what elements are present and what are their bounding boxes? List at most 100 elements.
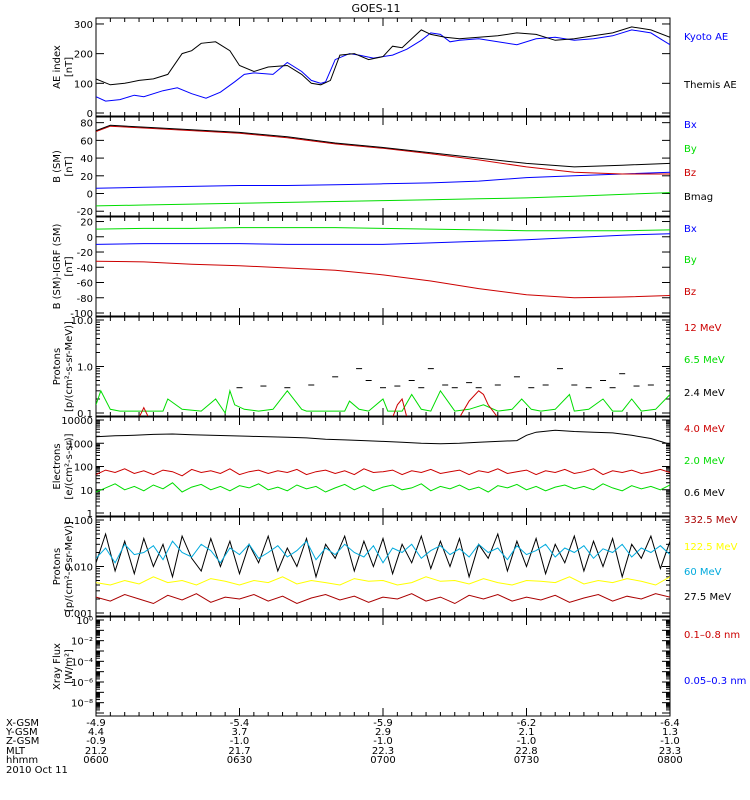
- y-tick-label: -100: [70, 309, 93, 320]
- series-line-4-0-mev: [96, 468, 670, 477]
- ephemeris-value: 4.4: [88, 727, 104, 738]
- y-tick-label: 40: [80, 154, 93, 165]
- y-tick-label: 100: [74, 79, 93, 90]
- y-tick-label: 60: [80, 136, 93, 147]
- ephemeris-value: -6.2: [517, 718, 537, 729]
- panel-frame-hprotons: [95, 516, 671, 617]
- series-line-bx: [96, 171, 670, 189]
- y-tick-label: 10⁻⁴: [71, 657, 93, 668]
- series-line-bx: [96, 233, 670, 245]
- y-tick-label: 0.001: [64, 609, 93, 620]
- ephemeris-value: 22.3: [372, 746, 394, 757]
- y-tick-label: 10: [80, 486, 93, 497]
- ephemeris-row-label: Y-GSM: [5, 727, 38, 738]
- y-tick-label: -80: [77, 294, 93, 305]
- y-tick-label: -20: [77, 248, 93, 259]
- series-line-by: [96, 192, 670, 207]
- panel-frame-protons: [95, 316, 671, 417]
- panel-electrons: 1 10 100 1000 10000 Electrons [e/(cm²-s-sr)]: [52, 416, 671, 520]
- legend-label: 0.6 MeV: [684, 488, 725, 499]
- legend-label: 0.1–0.8 nm: [684, 630, 740, 641]
- ephemeris-value: -0.9: [86, 736, 106, 747]
- panel-b: -20 0 20 40 60 80 B (SM) [nT]: [52, 116, 671, 218]
- series-line-themis-ae: [96, 26, 670, 86]
- panel-frame-ae: [95, 17, 671, 117]
- y-axis-label: [nT]: [64, 156, 75, 176]
- panel-ae: 0 100 200 300 AE index [nT]: [52, 17, 671, 120]
- y-axis-label: B (SM): [52, 150, 63, 183]
- y-tick-label: 10000: [61, 416, 93, 427]
- legend-label: 4.0 MeV: [684, 424, 725, 435]
- y-tick-label: 10.0: [71, 316, 93, 327]
- y-tick-label: 0.1: [77, 409, 93, 420]
- y-tick-label: 0.100: [64, 516, 93, 527]
- series-line-122-5-mev: [96, 576, 670, 586]
- y-tick-label: 80: [80, 119, 93, 130]
- ephemeris-value: -5.9: [373, 718, 393, 729]
- legend-label: Bx: [684, 224, 697, 235]
- series-line-27-5-mev: [96, 532, 670, 579]
- series-line-0-6-mev: [96, 429, 670, 445]
- y-axis-label: AE index: [52, 45, 63, 89]
- ephemeris-value: 0730: [514, 755, 539, 766]
- ephemeris-value: -1.0: [373, 736, 393, 747]
- legend-label: Bz: [684, 168, 696, 179]
- y-tick-label: 20: [80, 218, 93, 229]
- y-tick-label: 0: [87, 190, 93, 201]
- y-axis-label: Electrons: [52, 443, 63, 489]
- panel-bigrf: -100 -80 -60 -40 -20 0 20 B (SM)-IGRF (SM) [nT]: [52, 216, 671, 320]
- ephemeris-value: -5.4: [230, 718, 250, 729]
- legend-label: Bmag: [684, 192, 713, 203]
- y-axis-label: [p/(cm²-s-sr-MeV)]: [64, 321, 75, 412]
- ephemeris-value: 0800: [657, 755, 682, 766]
- legend-label: Kyoto AE: [684, 32, 728, 43]
- ephemeris-value: -1.0: [660, 736, 680, 747]
- ephemeris-value: 2.9: [375, 727, 391, 738]
- series-line-6-5-mev: [96, 388, 670, 415]
- y-tick-label: 0: [87, 109, 93, 120]
- y-axis-label: Protons: [52, 348, 63, 385]
- ephemeris-value: 23.3: [659, 746, 681, 757]
- series-group-electrons: [96, 429, 670, 493]
- y-tick-label: 10⁻⁶: [71, 678, 93, 689]
- ephemeris-value: -1.0: [517, 736, 537, 747]
- ephemeris-value: 21.7: [228, 746, 250, 757]
- ephemeris-value: 0600: [83, 755, 108, 766]
- y-tick-label: 1: [87, 509, 93, 520]
- series-line-bmag: [96, 124, 670, 168]
- series-group-bigrf: [96, 227, 670, 299]
- series-line-bz: [96, 260, 670, 299]
- y-tick-label: 1.0: [77, 363, 93, 374]
- y-tick-label: 10⁰: [76, 616, 93, 627]
- y-tick-label: 300: [74, 20, 93, 31]
- series-line-2-0-mev: [96, 482, 670, 493]
- legend-label: 332.5 MeV: [684, 515, 738, 526]
- legend-label: 27.5 MeV: [684, 592, 731, 603]
- series-group-hprotons: [96, 532, 670, 605]
- y-tick-label: 1000: [68, 439, 93, 450]
- y-tick-label: -20: [77, 207, 93, 218]
- ephemeris-value: 1.3: [662, 727, 678, 738]
- chart-title: GOES-11: [351, 2, 400, 15]
- y-tick-label: 200: [74, 50, 93, 61]
- legend-label: 2.4 MeV: [684, 388, 725, 399]
- y-axis-label: Xray Flux: [52, 643, 63, 690]
- legend-label: 60 MeV: [684, 567, 722, 578]
- series-line-12-mev: [139, 390, 498, 416]
- y-axis-label: [nT]: [64, 57, 75, 77]
- y-axis-label: [p/(cm²-s-sr-MeV)]: [64, 521, 75, 612]
- legend-label: Bz: [684, 287, 696, 298]
- ephemeris-value: -6.4: [660, 718, 680, 729]
- series-group-b: [96, 124, 670, 207]
- y-axis-label: Protons: [52, 548, 63, 585]
- ephemeris-value: -1.0: [230, 736, 250, 747]
- legend-label: By: [684, 144, 697, 155]
- series-group-protons: [96, 368, 670, 416]
- panel-xray: 10⁻⁸ 10⁻⁶ 10⁻⁴ 10⁻² 10⁰ Xray Flux [W/m²]: [52, 616, 671, 717]
- series-line-by: [96, 227, 670, 232]
- series-line-bz: [96, 125, 670, 175]
- ephemeris-row-label: Z-GSM: [6, 736, 39, 747]
- legend-label: Themis AE: [683, 80, 737, 91]
- series-group-ae: [96, 26, 670, 102]
